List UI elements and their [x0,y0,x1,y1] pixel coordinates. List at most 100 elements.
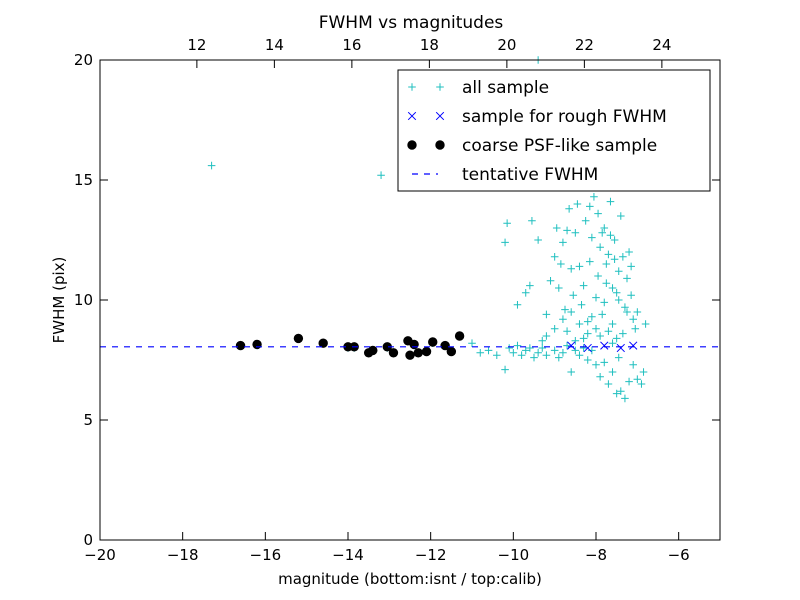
x-tick-label: −10 [498,546,530,564]
data-point [594,209,602,218]
x-tick-label: −18 [167,546,199,564]
legend-marker-swatch [407,140,417,150]
legend-box [397,69,711,192]
data-point [633,308,642,316]
data-point [530,353,538,362]
legend-marker-swatch [408,83,416,91]
data-point [614,353,623,362]
top-x-tick-label: 12 [187,36,206,54]
data-point [575,262,584,271]
data-point [623,308,631,316]
top-x-tick-label: 22 [575,36,594,54]
data-point [633,375,642,383]
data-point [621,303,629,311]
legend-marker-swatch [407,111,417,121]
data-point [598,310,606,319]
data-point [619,329,627,338]
data-point [538,337,547,345]
data-point [590,193,598,201]
data-point [600,298,609,307]
legend-item: tentative FWHM [412,165,598,185]
data-point [631,325,640,333]
data-point [629,361,637,369]
data-point [555,284,563,292]
chart-title: FWHM vs magnitudes [319,13,504,33]
data-point [579,344,588,352]
data-point [579,334,588,343]
data-point [604,250,613,259]
data-point [405,350,415,360]
data-point [235,340,246,351]
data-point [625,248,633,256]
data-point [621,394,629,403]
data-point [625,377,633,386]
legend-marker-swatch [435,140,445,150]
data-point [596,332,604,340]
legend-item: all sample [408,78,549,98]
data-point [612,389,621,398]
data-point [577,301,586,309]
data-point [610,236,619,244]
data-point [546,277,555,285]
y-tick-label: 20 [74,51,93,69]
data-point [600,358,609,367]
data-point [596,373,604,381]
x-tick-label: −14 [332,546,364,564]
data-point [550,325,559,333]
data-point [586,257,594,266]
legend-marker-swatch [436,83,444,91]
data-point [521,289,530,297]
data-point [629,315,637,323]
data-point [592,293,600,302]
data-point [569,291,578,299]
data-point [542,310,551,319]
data-point [612,289,621,297]
data-point [505,344,513,352]
data-point [571,229,580,237]
data-point [454,331,465,341]
data-point [579,281,588,290]
top-x-tick-label: 24 [652,36,671,54]
data-point [604,327,613,335]
data-point [528,217,536,225]
data-point [484,346,493,355]
data-point [468,339,476,347]
y-tick-label: 10 [74,291,93,309]
data-point [377,171,385,179]
data-point [583,317,592,326]
data-point [614,296,623,304]
data-point [567,368,575,376]
data-point [526,344,534,352]
data-point [600,341,609,350]
data-point [581,217,590,225]
data-point [534,236,542,244]
x-axis-label: magnitude (bottom:isnt / top:calib) [278,570,542,588]
y-tick-label: 5 [83,411,93,429]
data-point [571,337,580,345]
data-point [446,346,457,357]
data-point [493,351,501,359]
data-point [559,315,567,323]
data-point [575,320,584,328]
top-x-tick-label: 18 [420,36,439,54]
data-point [521,346,530,355]
plot-marks [100,56,720,403]
data-point [606,197,615,206]
data-point [509,349,518,357]
data-point [627,262,635,271]
data-point [592,325,600,333]
data-point [318,338,328,348]
data-point [440,340,450,351]
data-point [207,161,216,170]
y-tick-label: 0 [83,531,93,549]
data-point [513,301,522,309]
data-point [567,341,576,350]
data-point [583,356,592,364]
series-circle [235,331,465,360]
data-point [526,281,534,290]
data-point [588,313,596,321]
data-point [503,219,511,227]
data-point [594,272,602,280]
x-tick-label: −12 [415,546,447,564]
